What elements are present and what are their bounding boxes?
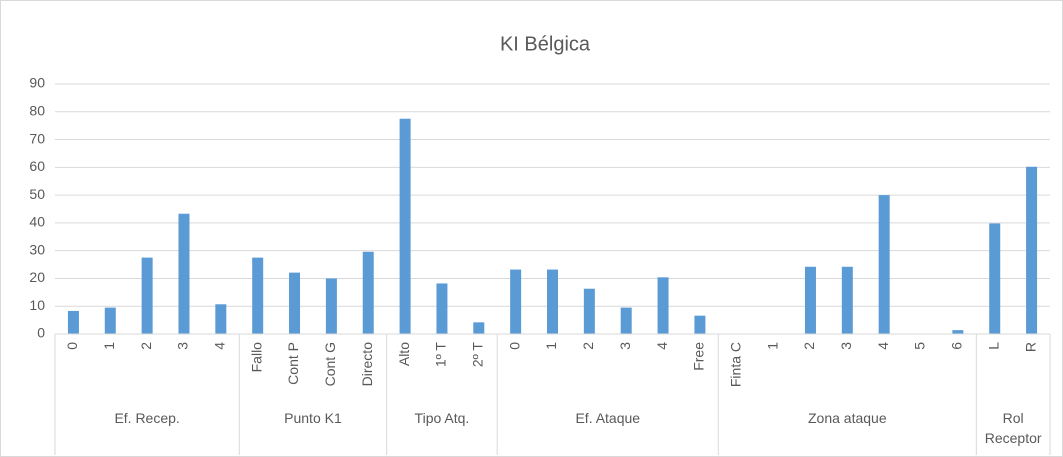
bar bbox=[694, 315, 706, 334]
bar bbox=[657, 277, 669, 334]
x-tick-label: L bbox=[985, 342, 1001, 350]
bar bbox=[583, 288, 595, 334]
x-tick-label: 1 bbox=[101, 342, 117, 350]
x-tick-label: 3 bbox=[617, 342, 633, 350]
x-tick-label: 1 bbox=[764, 342, 780, 350]
x-tick-label: 2 bbox=[580, 342, 596, 350]
x-tick-label: 0 bbox=[64, 342, 80, 350]
x-tick-label: Fallo bbox=[248, 342, 264, 373]
bar bbox=[67, 310, 79, 334]
bar bbox=[252, 257, 264, 334]
x-tick-label: 3 bbox=[838, 342, 854, 350]
y-tick-label: 90 bbox=[29, 75, 45, 91]
bar bbox=[620, 307, 632, 334]
x-tick-label: 4 bbox=[654, 342, 670, 350]
y-tick-label: 10 bbox=[29, 297, 45, 313]
bar bbox=[473, 322, 485, 334]
group-label: Ef. Ataque bbox=[575, 410, 641, 426]
x-tick-label: 2º T bbox=[469, 342, 485, 368]
bar bbox=[878, 195, 890, 334]
bar bbox=[1026, 166, 1038, 334]
bar bbox=[362, 251, 374, 334]
y-tick-label: 70 bbox=[29, 130, 45, 146]
x-tick-label: 1 bbox=[543, 342, 559, 350]
bar bbox=[804, 266, 816, 334]
bar bbox=[104, 307, 116, 334]
bar bbox=[325, 278, 337, 334]
x-tick-label: Finta C bbox=[727, 342, 743, 387]
group-label: Tipo Atq. bbox=[414, 410, 470, 426]
x-tick-label: 3 bbox=[175, 342, 191, 350]
bar bbox=[989, 223, 1001, 334]
x-tick-label: 2 bbox=[138, 342, 154, 350]
bar bbox=[289, 272, 301, 334]
y-tick-label: 0 bbox=[37, 325, 45, 341]
x-tick-label: 1º T bbox=[433, 342, 449, 368]
x-tick-label: Cont P bbox=[285, 342, 301, 385]
bar bbox=[436, 283, 448, 334]
bar bbox=[141, 257, 153, 334]
x-tick-label: 4 bbox=[212, 342, 228, 350]
x-tick-label: R bbox=[1022, 342, 1038, 352]
bar bbox=[399, 118, 411, 334]
group-label: Zona ataque bbox=[807, 410, 887, 426]
bar bbox=[547, 269, 558, 334]
chart-title: KI Bélgica bbox=[500, 33, 591, 55]
x-tick-label: 5 bbox=[912, 342, 928, 350]
y-tick-label: 50 bbox=[29, 186, 45, 202]
x-tick-label: 2 bbox=[801, 342, 817, 350]
bar bbox=[215, 304, 227, 334]
x-tick-label: 0 bbox=[506, 342, 522, 350]
y-tick-label: 40 bbox=[29, 214, 45, 230]
x-tick-label: Alto bbox=[396, 342, 412, 366]
bar bbox=[178, 213, 190, 334]
y-tick-label: 20 bbox=[29, 269, 45, 285]
x-tick-label: Cont G bbox=[322, 342, 338, 386]
y-tick-label: 30 bbox=[29, 241, 45, 257]
y-tick-label: 60 bbox=[29, 158, 45, 174]
x-tick-label: Free bbox=[691, 342, 707, 371]
group-label: Ef. Recep. bbox=[114, 410, 180, 426]
bar bbox=[952, 330, 964, 334]
bar bbox=[841, 266, 853, 334]
y-tick-label: 80 bbox=[29, 102, 45, 118]
group-label: Punto K1 bbox=[284, 410, 342, 426]
x-tick-label: 4 bbox=[875, 342, 891, 350]
group-label: Rol Receptor bbox=[984, 410, 1042, 446]
x-tick-label: Directo bbox=[359, 342, 375, 387]
bar bbox=[510, 269, 522, 334]
x-tick-label: 6 bbox=[949, 342, 965, 350]
